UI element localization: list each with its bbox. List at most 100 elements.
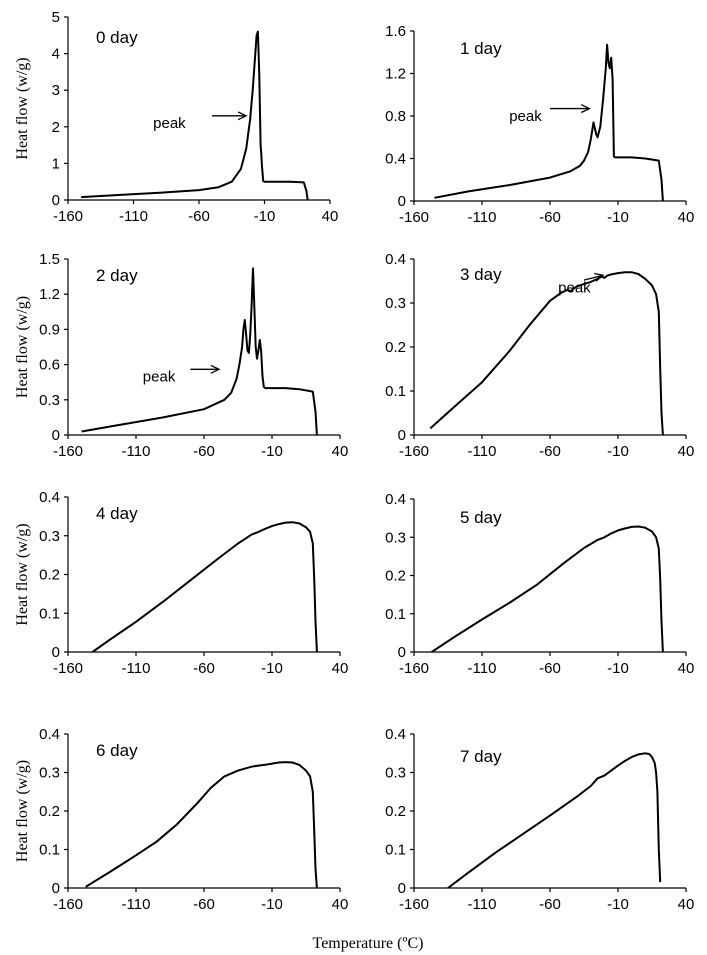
y-tick-label: 0.4	[385, 726, 406, 743]
y-tick-label: 0.1	[385, 383, 406, 400]
heat-flow-curve	[434, 43, 664, 202]
y-tick-label: 0.2	[385, 568, 406, 585]
y-tick-label: 2	[52, 119, 60, 136]
y-tick-label: 0.4	[39, 726, 60, 743]
peak-label: peak	[558, 280, 591, 297]
y-tick-label: 0.1	[39, 842, 60, 859]
x-tick-label: -110	[468, 660, 497, 677]
x-tick-label: -110	[122, 660, 151, 677]
y-tick-label: 5	[52, 9, 60, 26]
y-tick-label: 1.2	[39, 286, 60, 303]
x-tick-label: -10	[607, 896, 629, 913]
y-tick-label: 0.4	[39, 489, 60, 506]
x-tick-label: 40	[322, 208, 339, 225]
x-tick-label: 40	[332, 660, 349, 677]
x-tick-label: -10	[607, 209, 629, 226]
panel-title: 6 day	[96, 741, 138, 760]
x-tick-label: -10	[261, 896, 283, 913]
x-tick-label: -10	[607, 660, 629, 677]
x-tick-label: -60	[193, 896, 215, 913]
y-tick-label: 0.6	[39, 357, 60, 374]
y-tick-label: 1.2	[385, 66, 406, 83]
heat-flow-curve	[447, 752, 662, 889]
x-tick-label: -10	[261, 443, 283, 460]
y-tick-label: 0	[52, 427, 60, 444]
x-tick-label: 40	[332, 896, 349, 913]
x-tick-label: -110	[122, 896, 151, 913]
y-tick-label: 1.6	[385, 23, 406, 40]
y-tick-label: 1.5	[39, 251, 60, 268]
y-tick-label: 0.2	[385, 803, 406, 820]
panel-title: 5 day	[460, 508, 502, 527]
panel-2: 0 0.3 0.6 0.9 1.2 1.5 -160 -110 -60 -10 40 Heat flo…	[14, 251, 348, 460]
y-tick-label: 0.1	[385, 606, 406, 623]
x-tick-label: -60	[539, 660, 561, 677]
peak-label: peak	[153, 115, 186, 132]
x-tick-label: -110	[468, 896, 497, 913]
y-tick-label: 0.1	[385, 842, 406, 859]
panel-title: 7 day	[460, 747, 502, 766]
y-tick-label: 0	[398, 193, 406, 210]
y-tick-label: 1	[52, 155, 60, 172]
x-tick-label: 40	[332, 443, 349, 460]
peak-arrowhead	[210, 364, 221, 374]
peak-label: peak	[143, 368, 176, 385]
x-tick-label: -10	[254, 208, 276, 225]
peak-arrowhead	[581, 104, 591, 114]
x-axis-title: Temperature (ºC)	[313, 935, 424, 952]
panel-5: 0 0.1 0.2 0.3 0.4 -160 -110 -60 -10 40 5 day	[385, 491, 694, 677]
y-tick-label: 0.8	[385, 108, 406, 125]
y-tick-label: 0.2	[385, 339, 406, 356]
x-tick-label: -60	[539, 209, 561, 226]
x-tick-label: -160	[53, 208, 83, 225]
y-tick-label: 0.3	[385, 765, 406, 782]
y-tick-label: 0.3	[39, 392, 60, 409]
heat-flow-curve	[85, 761, 318, 889]
x-tick-label: 40	[678, 660, 695, 677]
heat-flow-curve	[81, 267, 318, 436]
heat-flow-curve	[431, 525, 664, 653]
y-tick-label: 0	[398, 427, 406, 444]
x-tick-label: -10	[261, 660, 283, 677]
y-tick-label: 0.3	[385, 295, 406, 312]
heat-flow-curve	[81, 30, 309, 201]
y-tick-label: 0.2	[39, 803, 60, 820]
x-tick-label: -10	[607, 443, 629, 460]
y-tick-label: 0	[398, 644, 406, 661]
panel-0: 0 1 2 3 4 5 -160 -110 -60 -10 40 Heat flow (w/g) 0 d…	[14, 9, 338, 225]
x-tick-label: -110	[468, 209, 497, 226]
x-tick-label: -110	[119, 208, 148, 225]
panel-3: 0 0.1 0.2 0.3 0.4 -160 -110 -60 -10 40 3 day peak	[385, 251, 694, 460]
y-tick-label: 0	[52, 880, 60, 897]
panel-title: 0 day	[96, 28, 138, 47]
x-tick-label: -60	[539, 896, 561, 913]
peak-arrowhead	[237, 111, 248, 121]
y-tick-label: 0.3	[39, 528, 60, 545]
y-axis-title: Heat flow (w/g)	[14, 57, 31, 159]
y-tick-label: 0	[398, 880, 406, 897]
x-tick-label: -160	[53, 896, 83, 913]
y-tick-label: 0.9	[39, 321, 60, 338]
x-tick-label: -60	[539, 443, 561, 460]
x-tick-label: 40	[678, 896, 695, 913]
y-tick-label: 0.4	[385, 491, 406, 508]
panel-title: 4 day	[96, 504, 138, 523]
x-tick-label: 40	[678, 209, 695, 226]
x-tick-label: -110	[468, 443, 497, 460]
panel-7: 0 0.1 0.2 0.3 0.4 -160 -110 -60 -10 40 7 day	[385, 726, 694, 913]
x-tick-label: -110	[122, 443, 151, 460]
panel-1: 0 0.4 0.8 1.2 1.6 -160 -110 -60 -10 40 1 day peak	[385, 23, 694, 226]
heat-flow-curve	[429, 271, 664, 436]
x-tick-label: -160	[53, 660, 83, 677]
y-tick-label: 0.4	[385, 151, 406, 168]
y-tick-label: 0.3	[39, 765, 60, 782]
y-tick-label: 0.4	[385, 251, 406, 268]
x-tick-label: -60	[188, 208, 210, 225]
peak-label: peak	[509, 108, 542, 125]
y-tick-label: 0	[52, 644, 60, 661]
y-axis-title: Heat flow (w/g)	[14, 523, 31, 625]
panel-6: 0 0.1 0.2 0.3 0.4 -160 -110 -60 -10 40 Heat flow (…	[14, 726, 348, 913]
x-tick-label: -60	[193, 443, 215, 460]
y-tick-label: 0.3	[385, 529, 406, 546]
